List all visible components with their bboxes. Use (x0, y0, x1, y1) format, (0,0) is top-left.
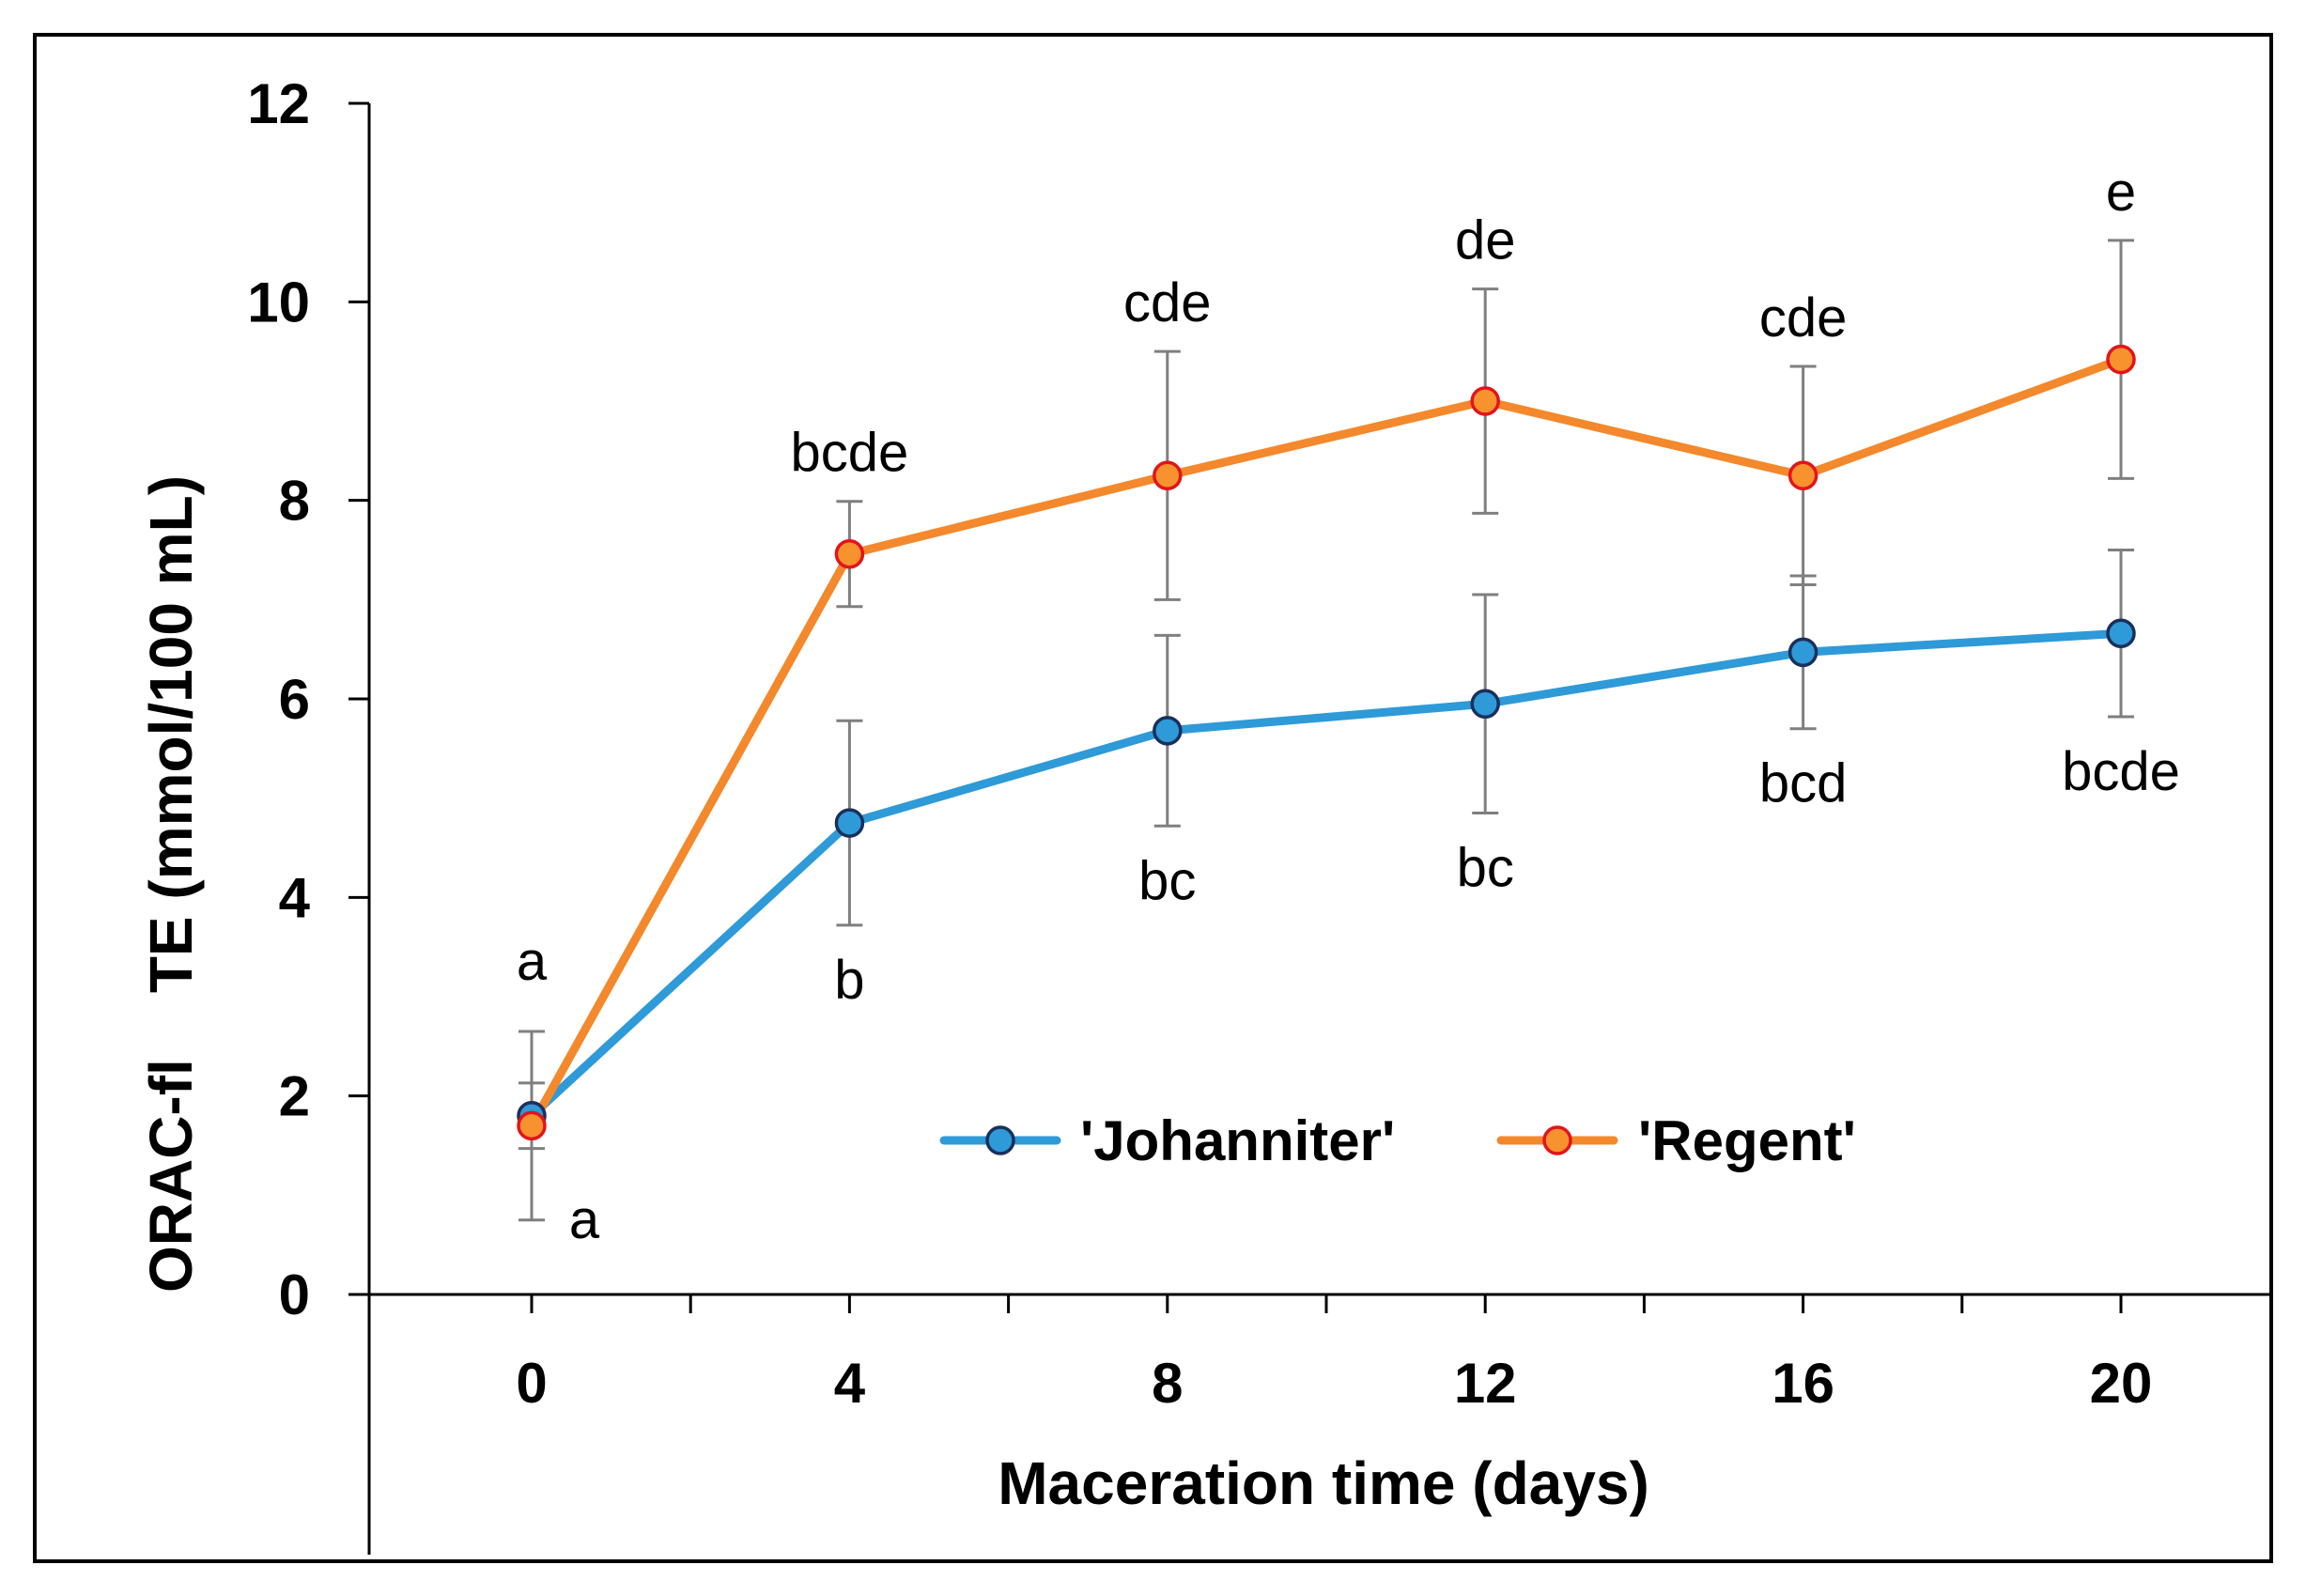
x-tick-label: 0 (516, 1352, 547, 1415)
x-tick-label: 4 (834, 1352, 866, 1415)
data-point (1472, 388, 1498, 414)
legend-marker-1 (1544, 1127, 1571, 1154)
data-point (1790, 639, 1817, 665)
significance-label: bc (1138, 850, 1196, 911)
significance-label: de (1455, 210, 1516, 271)
legend-label-1: 'Regent' (1638, 1109, 1856, 1172)
significance-label: e (2106, 162, 2136, 223)
significance-label: b (834, 950, 864, 1011)
significance-label: a (569, 1189, 600, 1250)
significance-label: bc (1457, 838, 1514, 899)
significance-label: cde (1759, 287, 1848, 349)
x-tick-label: 8 (1152, 1352, 1183, 1415)
legend-marker-0 (987, 1127, 1014, 1154)
data-point (2108, 620, 2134, 646)
y-tick-label: 6 (279, 668, 310, 731)
x-tick-label: 20 (2090, 1352, 2153, 1415)
data-point (1790, 462, 1817, 488)
y-tick-label: 0 (279, 1263, 310, 1326)
data-point (1154, 718, 1181, 744)
data-point (2108, 347, 2134, 373)
data-point (1472, 690, 1498, 717)
y-tick-label: 10 (247, 271, 310, 333)
y-tick-label: 12 (247, 72, 310, 135)
chart: 0 2 4 6 8 10 12 0 4 8 12 16 20 a b bc bc bcd bcde a bcde cde… (0, 0, 2306, 1596)
data-point (518, 1112, 545, 1139)
significance-label: bcde (791, 423, 909, 484)
significance-label: bcde (2062, 741, 2180, 802)
significance-label: a (517, 931, 548, 992)
legend-label-0: 'Johanniter' (1080, 1109, 1395, 1172)
significance-label: bcd (1759, 753, 1848, 814)
x-tick-label: 16 (1772, 1352, 1834, 1415)
y-axis-title-part-2: TE (mmol/100 mL) (137, 475, 205, 993)
x-axis-title: Maceration time (days) (998, 1449, 1649, 1517)
x-tick-label: 12 (1454, 1352, 1517, 1415)
data-point (836, 541, 862, 567)
data-point (1154, 462, 1181, 488)
data-point (836, 810, 862, 836)
y-axis-title: ORAC-fl TE (mmol/100 mL) (137, 475, 205, 1293)
y-tick-label: 8 (279, 470, 310, 533)
y-tick-label: 2 (279, 1065, 310, 1128)
y-tick-label: 4 (279, 866, 311, 929)
significance-label: cde (1123, 272, 1212, 333)
y-axis-title-part-1: ORAC-fl (137, 1059, 205, 1293)
